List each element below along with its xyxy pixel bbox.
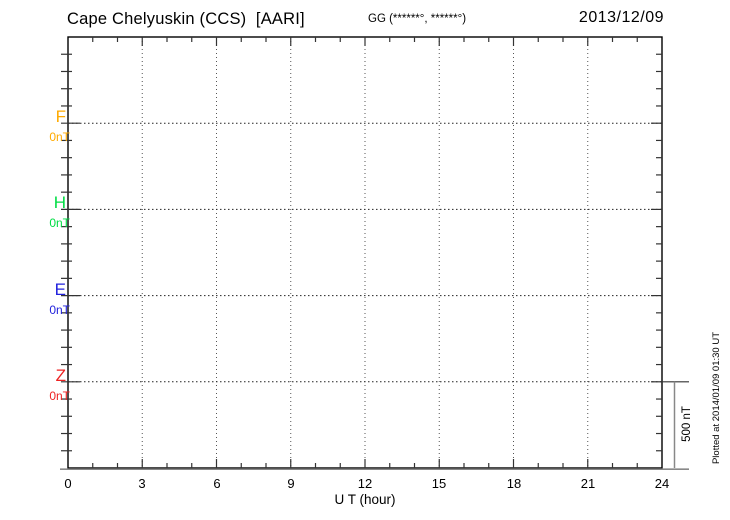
x-tick-label: 24 — [654, 476, 670, 491]
date-label: 2013/12/09 — [578, 9, 664, 26]
component-z-label: Z — [55, 366, 66, 385]
x-tick-label: 3 — [138, 476, 146, 491]
component-f-label: F — [55, 107, 66, 126]
x-tick-label: 15 — [431, 476, 447, 491]
component-z-zero-label: 0nT — [49, 389, 70, 403]
plotted-at-label: Plotted at 2014/01/09 01:30 UT — [711, 331, 722, 465]
x-axis-title: U T (hour) — [334, 492, 396, 507]
x-tick-label: 21 — [580, 476, 596, 491]
x-tick-label: 9 — [287, 476, 295, 491]
x-tick-label: 0 — [64, 476, 72, 491]
coordinates-label: GG (******°, ******°) — [368, 13, 467, 25]
scale-bar-label: 500 nT — [681, 406, 693, 442]
component-h-label: H — [53, 193, 66, 212]
component-h-zero-label: 0nT — [49, 216, 70, 230]
component-e-zero-label: 0nT — [49, 303, 70, 317]
x-tick-label: 6 — [213, 476, 221, 491]
x-tick-label: 12 — [357, 476, 373, 491]
station-title: Cape Chelyuskin (CCS) [AARI] — [67, 10, 305, 28]
component-f-zero-label: 0nT — [49, 130, 70, 144]
component-e-label: E — [54, 280, 66, 299]
x-tick-label: 18 — [506, 476, 522, 491]
